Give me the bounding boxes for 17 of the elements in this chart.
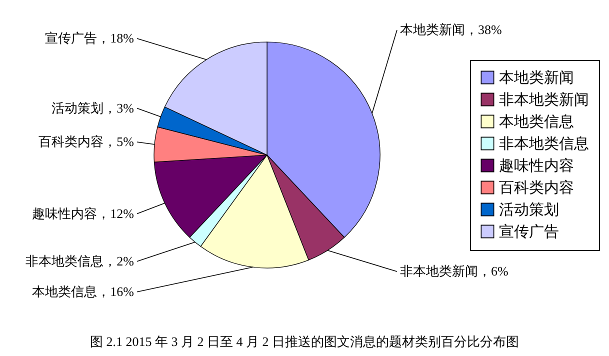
data-label: 活动策划，3%: [52, 100, 134, 116]
data-label: 非本地类信息，2%: [26, 253, 134, 268]
data-label: 非本地类新闻，6%: [400, 264, 508, 279]
legend-label: 非本地类信息: [499, 136, 589, 152]
data-label: 本地类信息，16%: [32, 284, 134, 299]
legend-label: 本地类新闻: [499, 70, 574, 86]
legend-label: 趣味性内容: [499, 158, 574, 174]
legend-label: 活动策划: [499, 202, 559, 218]
data-label: 趣味性内容，12%: [32, 206, 134, 221]
data-label: 百科类内容，5%: [38, 134, 134, 150]
legend-label: 百科类内容: [499, 180, 574, 196]
legend-label: 本地类信息: [499, 114, 574, 130]
caption: 图 2.1 2015 年 3 月 2 日至 4 月 2 日推送的图文消息的题材类别百分比分布图: [90, 334, 519, 349]
legend-label: 宣传广告: [499, 224, 559, 240]
data-label: 宣传广告，18%: [45, 30, 134, 46]
legend-label: 非本地类新闻: [499, 92, 589, 108]
data-label: 本地类新闻，38%: [400, 22, 502, 37]
